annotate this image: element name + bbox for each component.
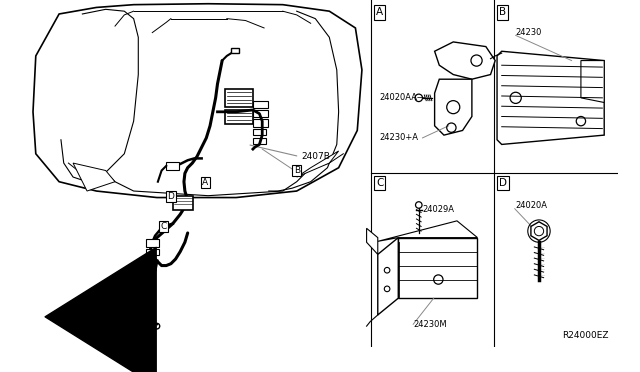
Bar [253, 138, 266, 144]
Polygon shape [581, 61, 604, 103]
Bar [253, 119, 268, 127]
Text: R24000EZ: R24000EZ [563, 331, 609, 340]
Bar [225, 89, 253, 107]
Text: D: D [499, 178, 507, 188]
Polygon shape [297, 151, 339, 177]
Text: A: A [376, 7, 383, 17]
Text: D: D [168, 192, 174, 201]
Text: FRONT: FRONT [83, 312, 118, 322]
Text: 24230+A: 24230+A [380, 134, 419, 142]
Bar [253, 110, 268, 118]
Bar [232, 48, 239, 53]
Bar [173, 196, 193, 210]
Polygon shape [73, 163, 115, 191]
Text: 24029A: 24029A [422, 205, 454, 214]
Text: A: A [202, 178, 209, 187]
Text: 2407B: 2407B [301, 152, 330, 161]
Bar [166, 162, 179, 170]
Text: 24020A: 24020A [516, 201, 548, 209]
Text: 24020AA—: 24020AA— [380, 93, 426, 102]
Text: B: B [294, 166, 300, 175]
Text: 24230M: 24230M [413, 320, 447, 329]
Polygon shape [435, 79, 472, 135]
Bar [146, 249, 159, 255]
Bar [253, 101, 268, 108]
Polygon shape [531, 222, 547, 240]
Bar [253, 129, 266, 135]
Bar [398, 238, 477, 298]
Bar [225, 110, 253, 124]
Bar [146, 240, 159, 247]
Polygon shape [33, 4, 362, 198]
Polygon shape [378, 221, 477, 241]
Text: B: B [499, 7, 506, 17]
Text: 24230: 24230 [516, 28, 542, 37]
Polygon shape [435, 42, 495, 79]
Polygon shape [367, 228, 378, 254]
Polygon shape [378, 238, 398, 315]
Polygon shape [497, 51, 604, 144]
Text: C: C [161, 222, 166, 231]
Text: C: C [376, 178, 383, 188]
